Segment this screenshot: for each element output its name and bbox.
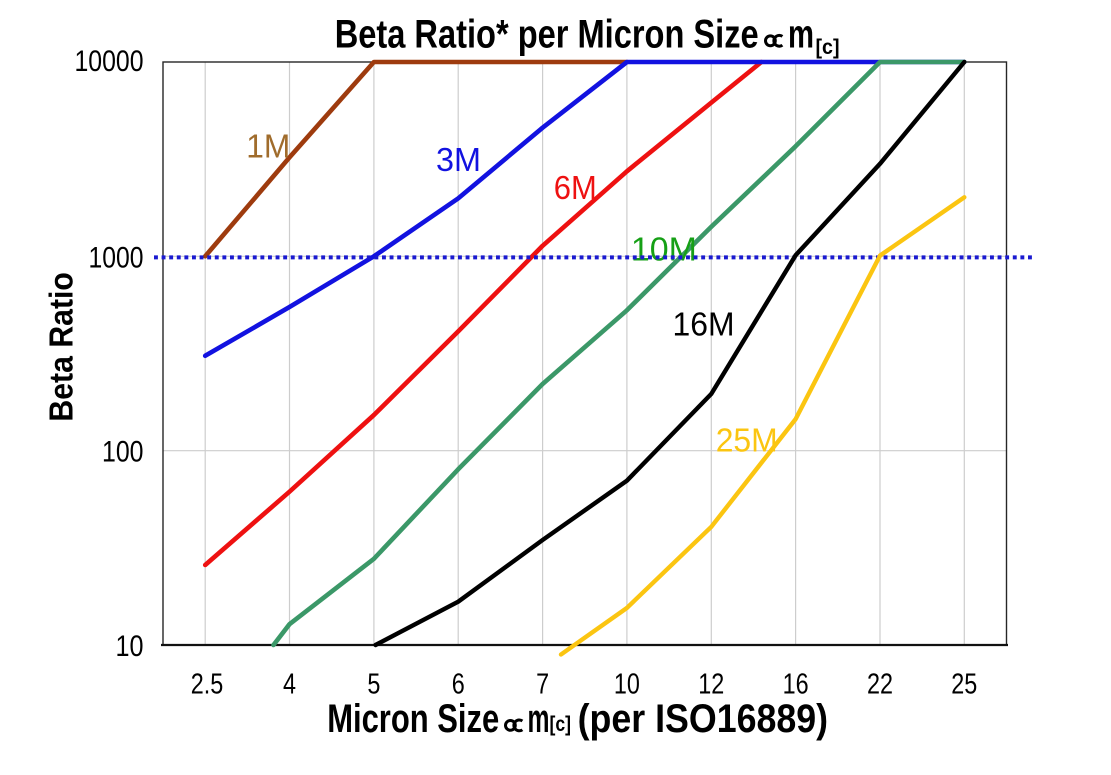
svg-text:6: 6 (452, 669, 465, 701)
svg-text:[c]: [c] (550, 712, 572, 736)
svg-text:[c]: [c] (816, 35, 840, 59)
svg-text:3M: 3M (436, 141, 481, 178)
svg-text:16M: 16M (673, 306, 735, 343)
svg-text:Beta Ratio* per Micron Size: Beta Ratio* per Micron Size (335, 12, 759, 56)
svg-text:7: 7 (536, 669, 549, 701)
svg-text:22: 22 (867, 669, 893, 701)
svg-text:25: 25 (951, 669, 977, 701)
svg-text:4: 4 (283, 669, 296, 701)
svg-text:12: 12 (698, 669, 724, 701)
svg-text:5: 5 (367, 669, 380, 701)
svg-text:1000: 1000 (89, 241, 144, 274)
svg-text:10: 10 (116, 630, 144, 663)
svg-text:10M: 10M (631, 230, 697, 267)
svg-text:m: m (788, 12, 814, 56)
svg-text:Micron Size: Micron Size (327, 697, 499, 741)
svg-text:6M: 6M (554, 169, 597, 206)
svg-text:10000: 10000 (75, 45, 144, 78)
svg-text:25M: 25M (716, 422, 778, 459)
svg-text:1M: 1M (246, 127, 290, 164)
svg-text:(per ISO16889): (per ISO16889) (578, 697, 829, 741)
svg-text:2.5: 2.5 (191, 669, 224, 701)
svg-text:16: 16 (783, 669, 809, 701)
svg-text:Beta Ratio: Beta Ratio (43, 272, 80, 422)
svg-text:m: m (528, 697, 550, 741)
svg-text:10: 10 (614, 669, 640, 701)
svg-text:100: 100 (102, 436, 144, 469)
